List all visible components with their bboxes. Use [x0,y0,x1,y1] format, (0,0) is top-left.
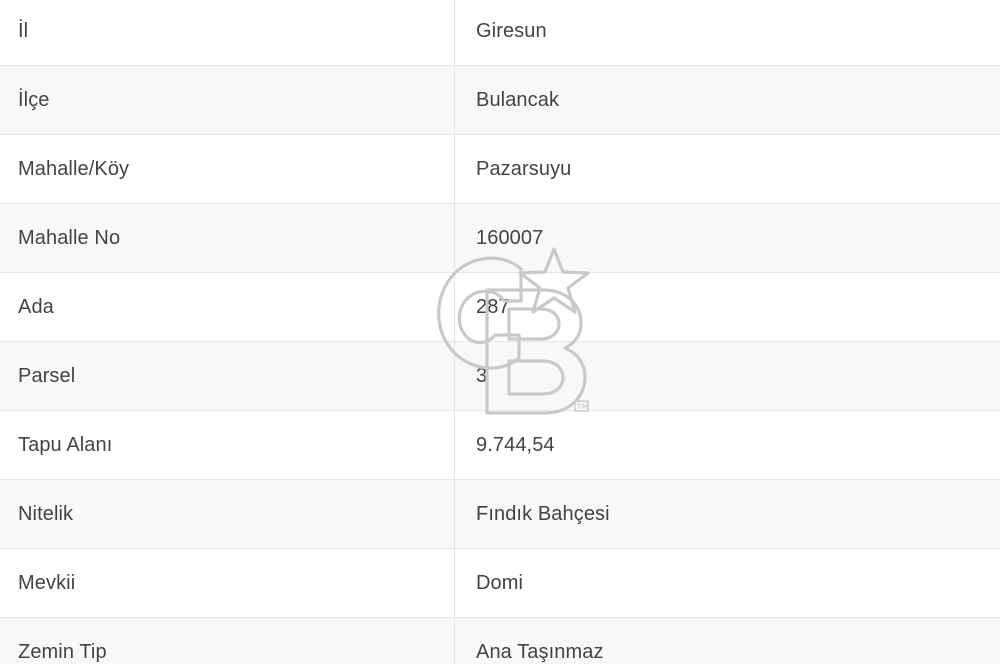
table-row: Parsel 3 [0,341,1000,411]
row-label-il: İl [0,0,455,66]
row-label-tapu-alani: Tapu Alanı [0,410,455,480]
row-label-mahalle-no: Mahalle No [0,203,455,273]
row-value-nitelik: Fındık Bahçesi [454,479,1000,549]
row-value-parsel: 3 [454,341,1000,411]
table-row: Nitelik Fındık Bahçesi [0,479,1000,549]
table-row: İlçe Bulancak [0,65,1000,135]
row-label-mevkii: Mevkii [0,548,455,618]
row-label-ada: Ada [0,272,455,342]
row-label-mahalle-koy: Mahalle/Köy [0,134,455,204]
table-row: Ada 287 [0,272,1000,342]
row-label-ilce: İlçe [0,65,455,135]
row-value-mahalle-no: 160007 [454,203,1000,273]
table-row: Mahalle/Köy Pazarsuyu [0,134,1000,204]
row-value-ilce: Bulancak [454,65,1000,135]
table-row: Zemin Tip Ana Taşınmaz [0,617,1000,664]
table-row: Mahalle No 160007 [0,203,1000,273]
row-label-nitelik: Nitelik [0,479,455,549]
table-row: Tapu Alanı 9.744,54 [0,410,1000,480]
row-label-parsel: Parsel [0,341,455,411]
row-value-mahalle-koy: Pazarsuyu [454,134,1000,204]
row-value-mevkii: Domi [454,548,1000,618]
row-value-zemin-tip: Ana Taşınmaz [454,617,1000,664]
row-value-ada: 287 [454,272,1000,342]
row-value-il: Giresun [476,20,547,42]
table-row: Mevkii Domi [0,548,1000,618]
row-label-zemin-tip: Zemin Tip [0,617,455,664]
row-value-tapu-alani: 9.744,54 [454,410,1000,480]
table-row: İl Giresun [0,0,1000,66]
